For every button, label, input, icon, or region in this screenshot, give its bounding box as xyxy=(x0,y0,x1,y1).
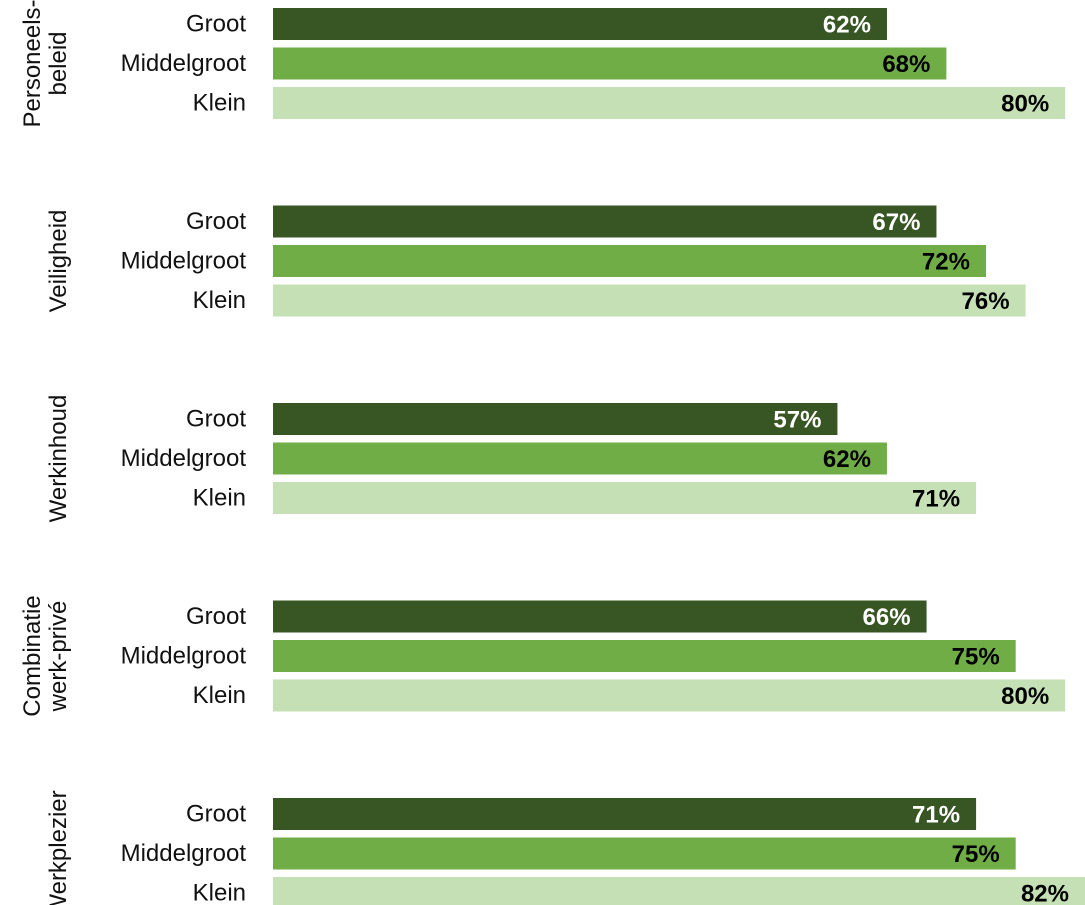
category-label: Groot xyxy=(186,800,246,827)
category-label: Middelgroot xyxy=(121,445,247,472)
data-label: 82% xyxy=(1021,880,1069,905)
group-label: Veiligheid xyxy=(45,210,72,313)
data-label: 66% xyxy=(863,604,911,631)
bar xyxy=(273,47,947,80)
data-label: 80% xyxy=(1001,90,1049,117)
data-label: 75% xyxy=(952,643,1000,670)
bar xyxy=(273,87,1066,119)
bar xyxy=(273,600,927,633)
data-label: 72% xyxy=(922,248,970,275)
bar xyxy=(273,679,1066,712)
data-label: 76% xyxy=(962,288,1010,315)
bar-group: Veiligheid Groot 67% Middelgroot 72% Klein 76% xyxy=(45,205,1026,317)
data-label: 67% xyxy=(872,209,920,236)
bar-group: Personeels-beleid Groot 62% Middelgroot 68% K… xyxy=(19,0,1066,128)
data-label: 57% xyxy=(773,406,821,433)
data-label: 68% xyxy=(882,51,930,78)
bar xyxy=(273,442,887,475)
bar xyxy=(273,245,986,277)
category-label: Groot xyxy=(186,10,246,37)
data-label: 71% xyxy=(912,801,960,828)
category-label: Klein xyxy=(193,89,246,116)
category-label: Klein xyxy=(193,484,246,511)
data-label: 71% xyxy=(912,485,960,512)
group-label: Personeels-beleid xyxy=(19,0,72,128)
category-label: Groot xyxy=(186,405,246,432)
group-label-line: Personeels- xyxy=(19,0,46,128)
group-label-line: beleid xyxy=(45,31,72,95)
group-label-line: Werkplezier xyxy=(45,790,72,905)
group-label: Werkplezier xyxy=(45,790,72,905)
category-label: Middelgroot xyxy=(121,642,247,669)
group-label-line: Veiligheid xyxy=(45,210,72,313)
bar-group: Werkplezier Groot 71% Middelgroot 75% Klein 82… xyxy=(45,790,1085,905)
category-label: Middelgroot xyxy=(121,50,247,77)
group-label-line: werk-privé xyxy=(45,601,72,713)
category-label: Middelgroot xyxy=(121,840,247,867)
category-label: Klein xyxy=(193,879,246,905)
bar xyxy=(273,798,977,830)
group-label-line: Werkinhoud xyxy=(45,395,72,523)
bar xyxy=(273,482,977,514)
group-label-line: Combinatie xyxy=(19,595,46,716)
bar xyxy=(273,640,1016,672)
bar xyxy=(273,205,937,238)
category-label: Groot xyxy=(186,603,246,630)
data-label: 75% xyxy=(952,841,1000,868)
category-label: Klein xyxy=(193,682,246,709)
bar xyxy=(273,8,887,40)
bar xyxy=(273,403,838,435)
data-label: 80% xyxy=(1001,683,1049,710)
group-label: Werkinhoud xyxy=(45,395,72,523)
bar xyxy=(273,877,1085,905)
bar-group: Werkinhoud Groot 57% Middelgroot 62% Klein 71% xyxy=(45,395,977,523)
category-label: Groot xyxy=(186,208,246,235)
category-label: Middelgroot xyxy=(121,247,247,274)
bar xyxy=(273,837,1016,870)
data-label: 62% xyxy=(823,446,871,473)
bar xyxy=(273,284,1026,317)
bar-group: Combinatiewerk-privé Groot 66% Middelgroot 7… xyxy=(19,595,1066,717)
data-label: 62% xyxy=(823,11,871,38)
category-label: Klein xyxy=(193,287,246,314)
group-label: Combinatiewerk-privé xyxy=(19,595,72,716)
